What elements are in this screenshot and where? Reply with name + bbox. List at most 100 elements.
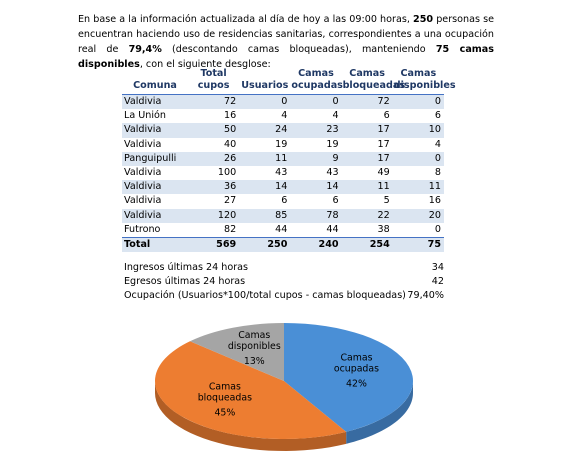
slice [284, 323, 413, 432]
table-cell: 11 [392, 180, 444, 195]
table-cell: 100 [217, 167, 237, 179]
table-row: Panguipulli 26 11 9 17 0 [122, 151, 444, 166]
table-cell: 0 [290, 94, 342, 110]
intro-text: , con el siguiente desglose: [139, 59, 271, 70]
table-cell: Panguipulli [122, 151, 188, 166]
table-cell: 72 [188, 94, 240, 110]
table-cell: 6 [332, 195, 339, 207]
label-line: bloqueadas [198, 393, 252, 404]
label-line: ocupadas [334, 364, 379, 375]
table-cell: Valdivia [124, 138, 162, 150]
table-cell: 16 [223, 110, 237, 122]
table-cell: 5 [383, 195, 390, 207]
intro-text: (descontando camas bloqueadas), mantenie… [161, 44, 436, 55]
slice-side [346, 381, 413, 444]
table-cell: 26 [188, 151, 240, 166]
slice-value: 42% [346, 379, 367, 390]
slice-label: Camas disponibles [228, 330, 281, 352]
table-row: Valdivia 40 19 19 17 4 [122, 138, 444, 152]
table-cell: 0 [239, 94, 291, 110]
table-cell: 0 [392, 151, 444, 166]
slice [189, 323, 284, 381]
table-cell: 43 [275, 167, 288, 179]
summary-line: Ingresos últimas 24 horas 34 [124, 262, 444, 276]
table-cell: Valdivia [124, 167, 162, 179]
slice-label: Camas bloqueadas [198, 382, 252, 404]
table-cell: La Unión [124, 110, 166, 122]
table-cell: 49 [377, 167, 390, 179]
table-cell: 4 [332, 110, 339, 122]
table-cell: 120 [188, 208, 240, 223]
table-cell: 11 [239, 151, 291, 166]
table-cell: 14 [239, 180, 291, 195]
table-cell: 0 [392, 94, 444, 110]
label-line: Camas [238, 330, 270, 341]
table-cell: Futrono [124, 223, 161, 235]
total-row: Total 569 250 240 254 75 [122, 236, 444, 253]
table-row: Futrono 82 44 44 38 0 [122, 223, 444, 238]
table-cell: 72 [341, 94, 393, 110]
table-row: La Unión 16 4 4 6 6 [122, 109, 444, 123]
slice [155, 341, 347, 439]
table-cell: Valdivia [122, 180, 188, 195]
intro-text: 75 camas disponibles [78, 44, 494, 70]
table-row: Valdivia 120 85 78 22 20 [122, 208, 444, 223]
column-header: Total cupos [188, 68, 240, 95]
table-cell: 9 [290, 151, 342, 166]
column-header: Usuarios [239, 68, 291, 95]
table-cell: 38 [377, 223, 390, 235]
table-cell: 24 [239, 123, 291, 138]
table-cell: 14 [290, 180, 342, 195]
table-cell: 27 [223, 195, 237, 207]
total-cell: 254 [341, 236, 393, 253]
slice-side [155, 381, 347, 451]
total-cell: 240 [290, 236, 342, 253]
table-cell: 6 [434, 110, 441, 122]
table-cell: 44 [275, 223, 288, 235]
table-cell: Valdivia [122, 94, 188, 110]
total-cell: 75 [392, 236, 444, 253]
table-cell: 4 [434, 138, 441, 150]
table-cell: 36 [188, 180, 240, 195]
label-line: disponibles [228, 341, 281, 352]
table-row: Valdivia 50 24 23 17 10 [122, 123, 444, 138]
intro-text: 250 [413, 14, 434, 25]
table-cell: 4 [281, 110, 288, 122]
summary-label: Ingresos últimas 24 horas [124, 262, 249, 273]
table-cell: 19 [326, 138, 339, 150]
table-cell: Valdivia [122, 208, 188, 223]
table-cell: 16 [428, 195, 441, 207]
table-cell: 0 [434, 223, 441, 235]
total-cell: Total [122, 236, 188, 253]
slice-value: 13% [244, 356, 265, 367]
table-cell: 78 [290, 208, 342, 223]
summary-label: Egresos últimas 24 horas [124, 276, 246, 287]
table-cell: 82 [223, 223, 237, 235]
table-cell: 6 [383, 110, 390, 122]
table-cell: 17 [341, 123, 393, 138]
summary-line: Egresos últimas 24 horas 42 [124, 276, 444, 290]
column-header: Camas ocupadas [290, 68, 343, 95]
table-cell: 17 [377, 138, 390, 150]
summary-value: 79,40% [407, 290, 444, 301]
table-cell: Valdivia [122, 123, 188, 138]
summary-label: Ocupación (Usuarios*100/total cupos - ca… [124, 290, 406, 301]
total-cell: 569 [188, 236, 240, 253]
total-cell: 250 [239, 236, 291, 253]
table-cell: 19 [275, 138, 288, 150]
label-line: Camas [209, 382, 241, 393]
table-row: Valdivia 72 0 0 72 0 [122, 94, 444, 110]
breakdown-table: Comuna Total cupos Usuarios Camas ocupadas C… [122, 68, 456, 253]
slice-value: 45% [214, 408, 235, 419]
intro-text: 79,4% [128, 44, 162, 55]
column-header: Comuna [122, 68, 188, 95]
table-cell: 6 [281, 195, 288, 207]
table-cell: 11 [341, 180, 393, 195]
table-cell: 85 [239, 208, 291, 223]
column-header: Camas disponibles [392, 68, 456, 95]
summary-value: 34 [431, 262, 444, 273]
summary-line: Ocupación (Usuarios*100/total cupos - ca… [124, 290, 444, 304]
intro-text: En base a la información actualizada al … [78, 14, 414, 25]
